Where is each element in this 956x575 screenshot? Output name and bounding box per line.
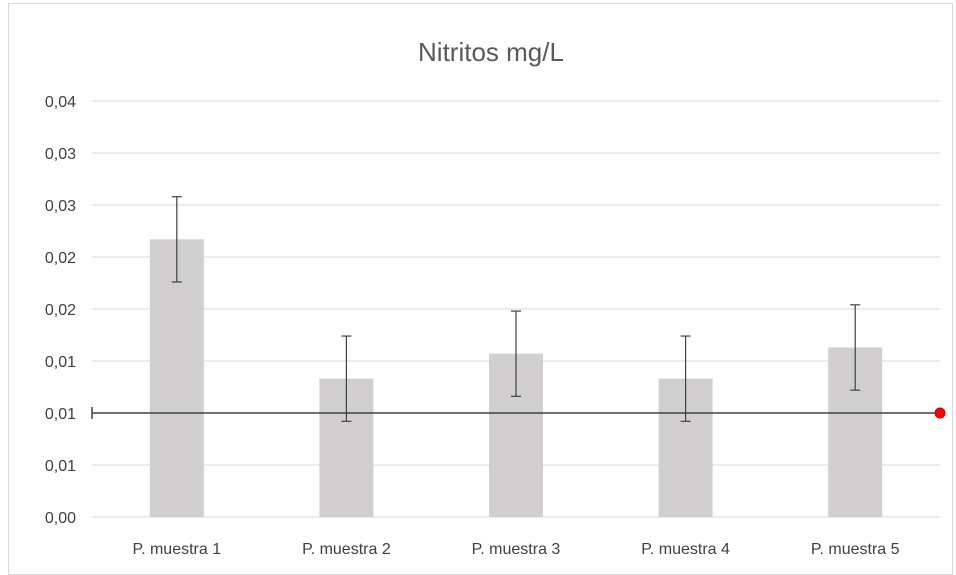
reference-line-marker xyxy=(934,407,946,419)
x-tick-label: P. muestra 1 xyxy=(132,541,221,558)
y-tick-label: 0,04 xyxy=(45,94,76,111)
y-tick-label: 0,01 xyxy=(45,354,76,371)
y-tick-label: 0,02 xyxy=(45,250,76,267)
y-tick-label: 0,03 xyxy=(45,146,76,163)
chart-title: Nitritos mg/L xyxy=(418,37,564,67)
y-tick-label: 0,00 xyxy=(45,510,76,527)
y-axis-ticks: 0,00 0,01 0,01 0,01 0,02 0,02 0,03 0,03 0,04 xyxy=(45,94,76,527)
bar xyxy=(149,239,204,517)
x-tick-label: P. muestra 5 xyxy=(811,541,900,558)
y-tick-label: 0,02 xyxy=(45,302,76,319)
grid-layer xyxy=(92,100,940,518)
x-tick-label: P. muestra 2 xyxy=(302,541,391,558)
error-layer xyxy=(171,196,861,422)
reference-line-layer xyxy=(91,407,946,419)
y-tick-label: 0,03 xyxy=(45,198,76,215)
x-tick-label: P. muestra 4 xyxy=(641,541,730,558)
x-tick-label: P. muestra 3 xyxy=(472,541,561,558)
x-axis-ticks: P. muestra 1 P. muestra 2 P. muestra 3 P. m… xyxy=(132,541,899,558)
y-tick-label: 0,01 xyxy=(45,406,76,423)
y-tick-label: 0,01 xyxy=(45,458,76,475)
